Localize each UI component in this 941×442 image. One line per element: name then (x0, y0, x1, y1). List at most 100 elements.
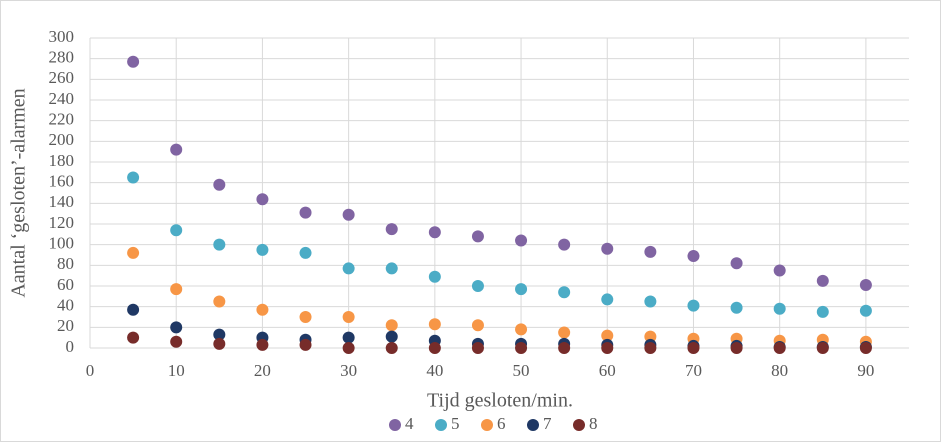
point (299, 338, 312, 351)
point (515, 342, 528, 354)
point (558, 238, 571, 251)
legend-marker (573, 419, 585, 431)
point (127, 331, 140, 344)
point (127, 246, 140, 259)
legend-label: 6 (497, 414, 506, 433)
x-tick-label: 10 (168, 361, 185, 380)
point (601, 329, 614, 342)
y-tick-label: 280 (49, 48, 75, 67)
x-tick-label: 90 (857, 361, 874, 380)
point (342, 208, 355, 221)
y-tick-label: 240 (49, 89, 75, 108)
point (170, 224, 183, 237)
point (730, 342, 743, 354)
x-tick-label: 70 (685, 361, 702, 380)
legend-label: 4 (405, 414, 414, 433)
point (515, 323, 528, 336)
point (385, 223, 398, 236)
y-tick-label: 0 (66, 337, 75, 356)
point (773, 342, 786, 354)
point (256, 193, 269, 206)
legend-label: 5 (451, 414, 460, 433)
point (385, 330, 398, 343)
point (342, 262, 355, 275)
y-tick-label: 260 (49, 68, 75, 87)
point (170, 335, 183, 348)
point (601, 293, 614, 306)
y-tick-label: 100 (49, 234, 75, 253)
point (859, 304, 872, 317)
point (471, 280, 484, 292)
y-tick-label: 180 (49, 151, 75, 170)
point (730, 257, 743, 270)
point (213, 328, 226, 341)
legend-label: 8 (589, 414, 598, 433)
y-tick-label: 120 (49, 213, 75, 232)
y-tick-label: 20 (57, 316, 74, 335)
point (687, 299, 700, 312)
x-tick-label: 40 (426, 361, 443, 380)
y-tick-label: 140 (49, 192, 75, 211)
point (428, 226, 441, 239)
x-tick-label: 20 (254, 361, 271, 380)
legend-label: 7 (543, 414, 552, 433)
point (558, 342, 571, 354)
point (342, 331, 355, 344)
point (859, 278, 872, 291)
point (816, 305, 829, 318)
point (170, 321, 183, 334)
point (816, 342, 829, 354)
y-tick-label: 80 (57, 254, 74, 273)
point (428, 342, 441, 354)
point (256, 303, 269, 316)
point (816, 274, 829, 287)
legend-marker (389, 419, 401, 431)
point (127, 55, 140, 68)
point (601, 242, 614, 255)
point (299, 246, 312, 259)
point (299, 311, 312, 323)
point (213, 295, 226, 308)
point (428, 270, 441, 283)
point (471, 342, 484, 354)
point (428, 318, 441, 331)
point (687, 250, 700, 263)
y-tick-label: 160 (49, 172, 75, 191)
legend-marker (527, 419, 539, 431)
point (342, 311, 355, 323)
point (385, 262, 398, 275)
point (644, 330, 657, 343)
point (558, 286, 571, 299)
y-tick-label: 220 (49, 110, 75, 129)
y-axis-title: Aantal ‘gesloten’-alarmen (8, 88, 30, 297)
x-tick-label: 0 (86, 361, 95, 380)
point (170, 283, 183, 296)
point (859, 342, 872, 354)
point (471, 319, 484, 332)
x-tick-label: 30 (340, 361, 357, 380)
x-tick-label: 50 (513, 361, 530, 380)
point (385, 319, 398, 332)
y-tick-label: 60 (57, 275, 74, 294)
legend-marker (435, 419, 447, 431)
point (127, 303, 140, 316)
legend-marker (481, 419, 493, 431)
point (213, 178, 226, 191)
point (299, 206, 312, 219)
point (773, 302, 786, 315)
point (385, 342, 398, 354)
point (515, 283, 528, 296)
point (213, 238, 226, 251)
point (213, 337, 226, 350)
point (730, 301, 743, 314)
x-tick-label: 60 (599, 361, 616, 380)
y-tick-label: 40 (57, 296, 74, 315)
point (644, 295, 657, 308)
x-tick-label: 80 (771, 361, 788, 380)
point (601, 342, 614, 354)
point (256, 338, 269, 351)
point (558, 326, 571, 339)
point (342, 342, 355, 354)
